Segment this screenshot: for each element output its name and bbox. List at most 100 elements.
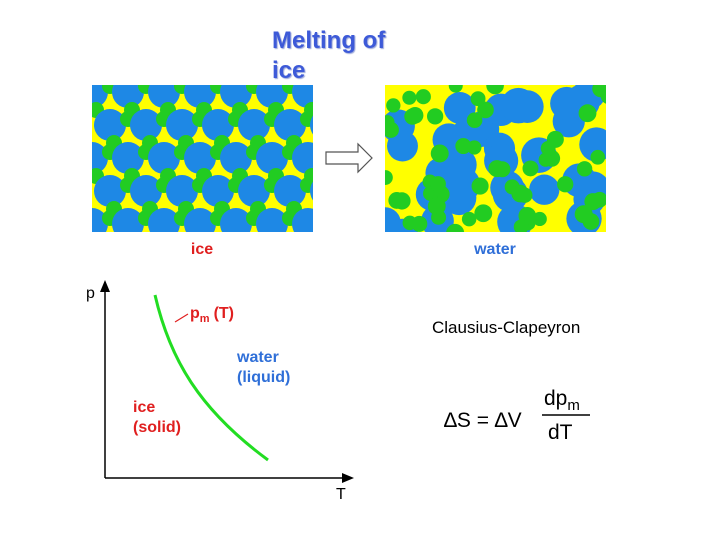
green-molecule [385,170,393,185]
green-molecule [411,215,428,232]
blue-molecule [202,109,234,141]
green-molecule [532,211,547,227]
green-molecule [124,234,140,250]
green-molecule [470,91,486,107]
green-molecule [455,138,472,155]
green-molecule [486,85,504,95]
blue-molecule [112,142,144,174]
green-molecule [522,160,539,177]
green-molecule [461,211,477,227]
green-molecule [415,89,431,105]
equation-lhs: ∆S = ∆V [444,409,522,432]
green-molecule [160,234,176,250]
green-molecule [600,88,606,104]
melting-curve [153,294,269,462]
blue-molecule [220,142,252,174]
blue-molecule [94,109,126,141]
green-molecule [513,219,529,232]
blue-molecule [94,175,126,207]
blue-molecule [166,109,198,141]
green-molecule [430,144,449,163]
blue-molecule [310,181,313,201]
blue-molecule [500,87,537,124]
curve-label: pm (T) [190,305,234,325]
liquid-label: water [236,349,279,366]
blue-molecule [166,175,198,207]
green-molecule [582,213,600,230]
blue-molecule [220,208,252,232]
solid-label: ice [133,399,155,416]
green-molecule [430,176,446,192]
y-axis-label: p [86,285,95,302]
ice-molecules [88,78,352,250]
liquid-label: (liquid) [237,369,290,386]
green-molecule [336,111,352,127]
blue-molecule [184,142,216,174]
green-molecule [584,193,602,211]
green-molecule [318,78,334,94]
blue-molecule [112,85,144,108]
blue-molecule [256,142,288,174]
solid-label: (solid) [133,419,181,436]
blue-molecule [112,208,144,232]
green-molecule [546,130,564,148]
equation-heading: Clausius-Clapeyron [432,318,580,337]
green-molecule [557,176,574,193]
blue-molecule [92,208,108,232]
green-molecule [268,234,284,250]
green-molecule [474,204,493,223]
x-axis-arrow [342,473,354,483]
green-molecule [538,152,553,167]
blue-molecule [256,85,288,108]
blue-molecule [130,109,162,141]
green-molecule [466,112,483,129]
green-molecule [300,111,313,127]
green-molecule [477,101,494,119]
blue-molecule [184,208,216,232]
green-molecule [404,108,421,125]
blue-molecule [443,91,476,124]
green-molecule [88,234,104,250]
green-molecule [385,121,399,138]
blue-molecule [292,85,313,108]
water-label: water [473,241,516,258]
green-molecule [578,104,597,123]
green-molecule [322,201,338,217]
blue-molecule [256,208,288,232]
blue-molecule [238,175,270,207]
blue-molecule [148,85,180,108]
equation-denominator: dT [548,421,573,444]
blue-molecule [238,109,270,141]
green-molecule [448,85,463,93]
green-molecule [427,197,446,216]
green-molecule [592,85,606,98]
blue-molecule [292,208,313,232]
blue-molecule [148,208,180,232]
green-molecule [322,135,338,151]
green-molecule [511,184,530,203]
green-molecule [471,177,489,195]
green-molecule [386,98,401,113]
slide-title: Melting of ice [272,27,386,84]
equation-numerator: dpm [544,387,580,414]
blue-molecule [387,130,418,162]
curve-label-pointer [174,313,189,323]
green-molecule [576,161,593,177]
ice-label: ice [191,241,213,258]
green-molecule [300,177,313,193]
blue-molecule [292,142,313,174]
blue-molecule [202,175,234,207]
green-molecule [426,108,444,125]
green-molecule [393,192,411,210]
blue-molecule [274,109,306,141]
green-molecule [494,161,511,178]
blue-molecule [184,85,216,108]
transition-arrow [325,142,373,174]
green-molecule [402,90,417,105]
y-axis-arrow [100,280,110,292]
green-molecule [318,210,334,226]
blue-molecule [274,175,306,207]
green-molecule [590,149,606,165]
blue-molecule [130,175,162,207]
